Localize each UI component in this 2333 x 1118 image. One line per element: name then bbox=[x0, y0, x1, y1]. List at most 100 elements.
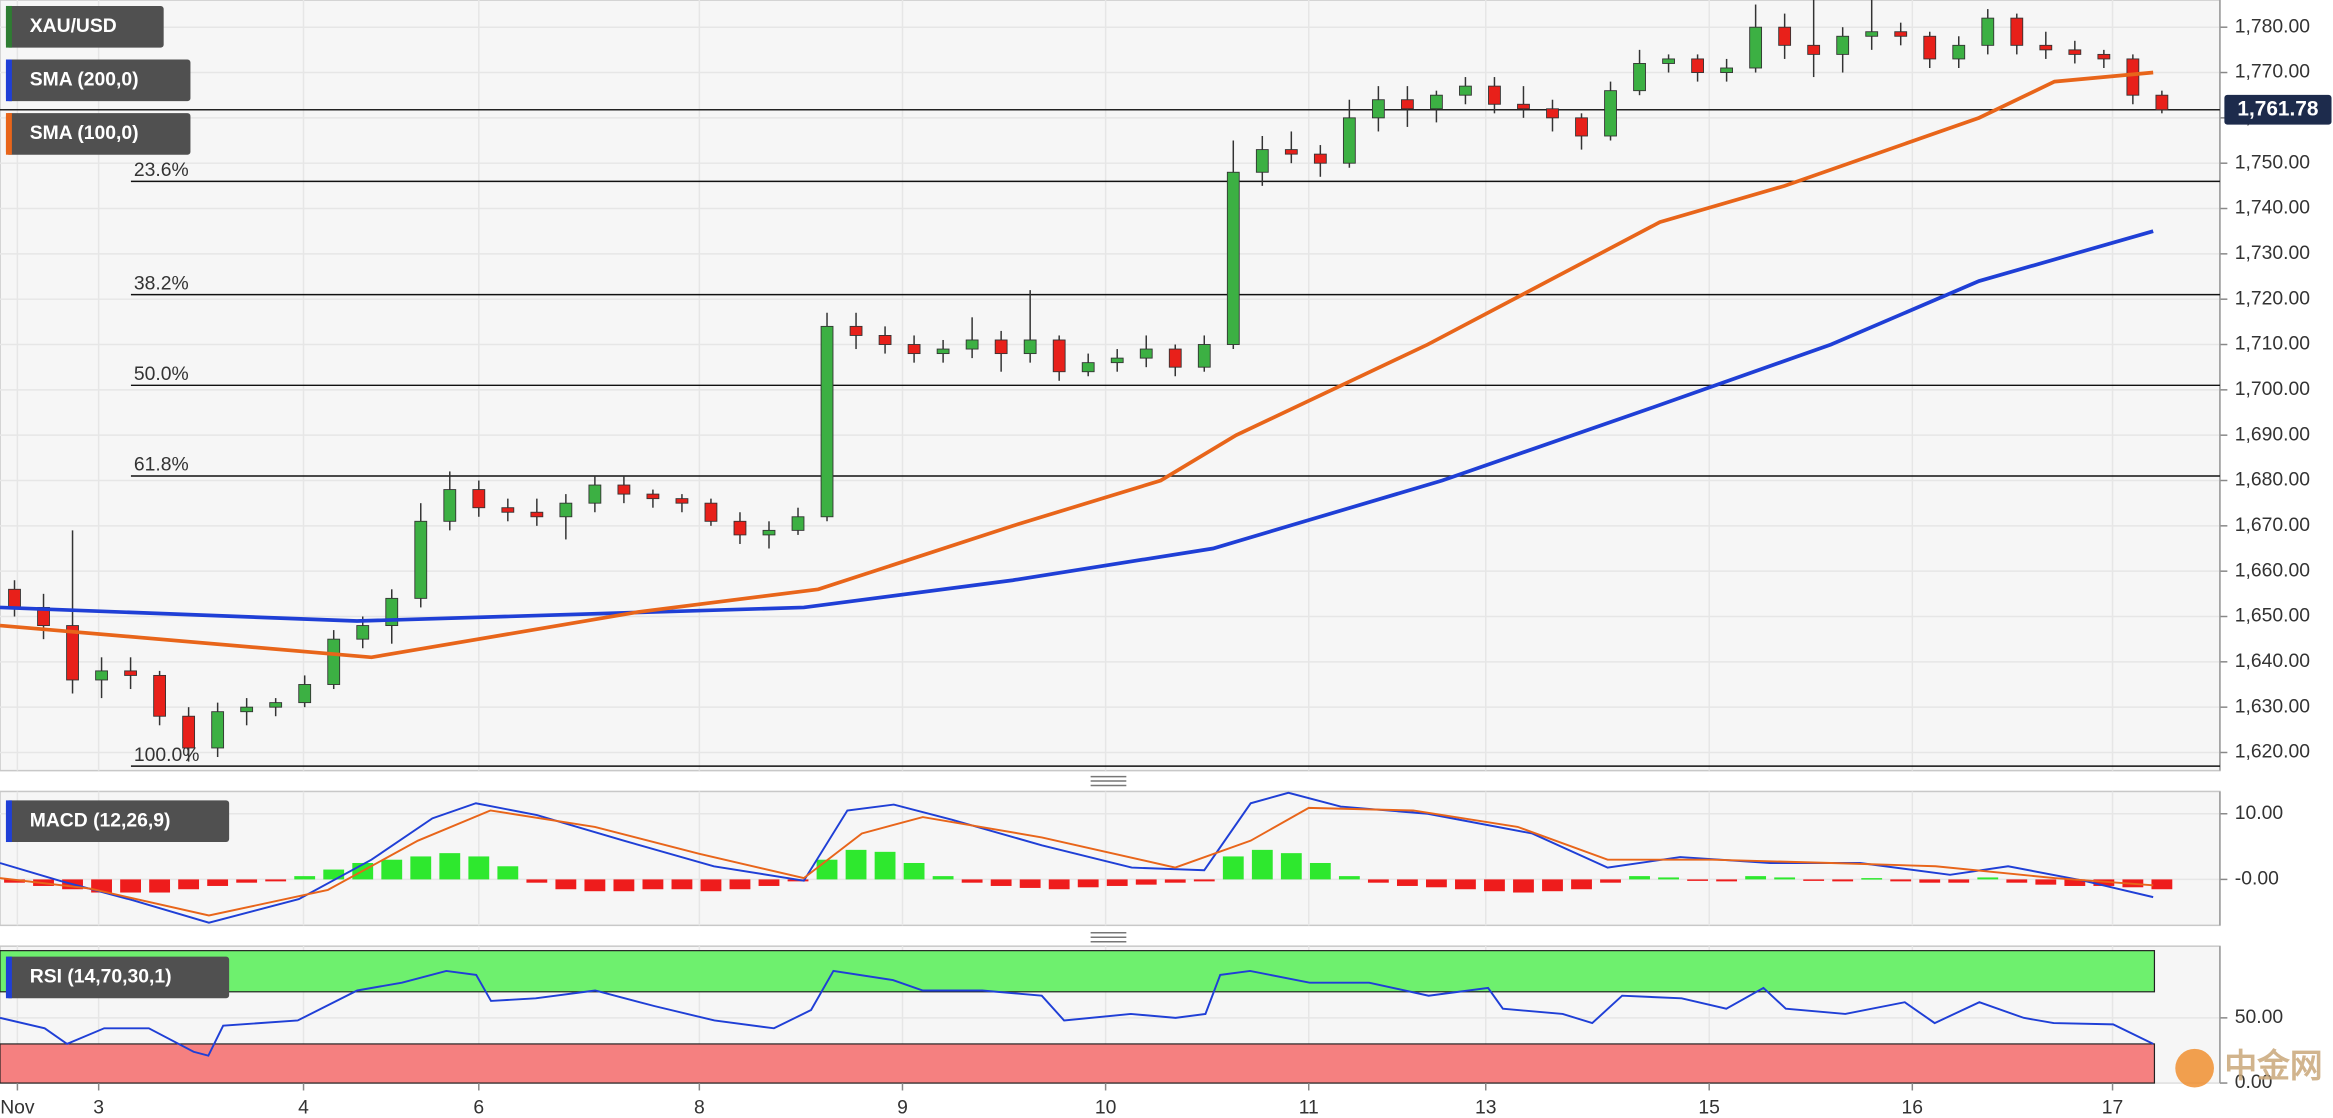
candle-body bbox=[1110, 357, 1124, 364]
macd-label: MACD (12,26,9) bbox=[5, 800, 230, 843]
candle-body bbox=[588, 484, 602, 504]
histogram-bar bbox=[323, 869, 345, 880]
candle-body bbox=[1749, 26, 1763, 69]
histogram-bar bbox=[903, 862, 925, 880]
histogram-bar bbox=[1716, 879, 1738, 882]
candle-body bbox=[1226, 171, 1240, 345]
histogram-bar bbox=[1077, 879, 1099, 888]
candle-body bbox=[1575, 117, 1588, 137]
candle-body bbox=[8, 588, 21, 608]
x-tick-label: 9 bbox=[897, 1096, 908, 1118]
candle-body bbox=[1371, 99, 1385, 119]
histogram-bar bbox=[526, 879, 548, 883]
histogram-bar bbox=[1251, 849, 1273, 880]
candle-body bbox=[124, 670, 137, 676]
histogram-bar bbox=[149, 879, 171, 893]
candle-body bbox=[182, 715, 196, 749]
histogram-bar bbox=[178, 879, 200, 890]
histogram-bar bbox=[845, 849, 867, 880]
x-tick-label: Nov bbox=[0, 1096, 35, 1118]
histogram-bar bbox=[613, 879, 635, 892]
histogram-bar bbox=[2151, 879, 2173, 890]
histogram-bar bbox=[2035, 879, 2057, 885]
sma-line bbox=[0, 229, 2154, 623]
histogram-bar bbox=[1948, 879, 1970, 883]
candle-body bbox=[1546, 108, 1559, 119]
histogram-bar bbox=[1280, 853, 1302, 880]
histogram-bar bbox=[1803, 879, 1825, 881]
candle-body bbox=[2010, 17, 2024, 46]
histogram-bar bbox=[1542, 879, 1563, 892]
title-box-strip bbox=[5, 5, 12, 48]
candle-body bbox=[1313, 153, 1327, 164]
y-tick-label: 1,670.00 bbox=[2235, 514, 2310, 536]
histogram-bar bbox=[2093, 879, 2115, 886]
candle-body bbox=[1981, 17, 1995, 46]
histogram-bar bbox=[294, 876, 316, 880]
histogram-bar bbox=[1513, 879, 1534, 893]
x-tick-label: 15 bbox=[1698, 1096, 1720, 1118]
y-tick-label: 1,740.00 bbox=[2235, 197, 2310, 219]
rsi-label-bg bbox=[5, 956, 230, 999]
histogram-bar bbox=[1919, 879, 1941, 883]
x-tick-label: 3 bbox=[93, 1096, 104, 1118]
candle-body bbox=[298, 684, 312, 704]
candle-body bbox=[965, 339, 979, 350]
y-tick-label: 1,640.00 bbox=[2235, 650, 2310, 672]
candle-body bbox=[1488, 85, 1501, 105]
candle-body bbox=[2155, 94, 2169, 111]
histogram-bar bbox=[1977, 877, 1999, 880]
histogram-bar bbox=[4, 879, 25, 883]
candle-body bbox=[820, 325, 834, 518]
candle-body bbox=[1894, 31, 1908, 37]
candle-body bbox=[1662, 58, 1675, 64]
candle-body bbox=[1836, 35, 1850, 55]
histogram-bar bbox=[758, 879, 780, 886]
histogram-bar bbox=[1629, 876, 1650, 880]
histogram-bar bbox=[1019, 879, 1041, 888]
histogram-bar bbox=[1222, 856, 1244, 880]
candle-body bbox=[878, 335, 892, 345]
histogram-bar bbox=[1164, 879, 1186, 883]
candle-body bbox=[1604, 90, 1617, 137]
candle-body bbox=[1517, 103, 1530, 110]
candle-body bbox=[1430, 94, 1443, 110]
candle-body bbox=[1865, 31, 1879, 37]
oversold-zone bbox=[0, 1043, 2156, 1084]
legend-entry-text: SMA (200,0) bbox=[30, 68, 139, 90]
y-tick-label: 1,690.00 bbox=[2235, 423, 2310, 445]
fib-label: 50.0% bbox=[134, 363, 189, 385]
histogram-bar bbox=[207, 879, 229, 886]
histogram-bar bbox=[1135, 879, 1157, 885]
x-tick-label: 6 bbox=[473, 1096, 484, 1118]
legend-entry: SMA (200,0) bbox=[5, 59, 191, 102]
candle-body bbox=[1923, 35, 1937, 60]
y-tick-label: 1,680.00 bbox=[2235, 469, 2310, 491]
histogram-bar bbox=[555, 879, 577, 890]
legend-entry-text: SMA (100,0) bbox=[30, 122, 139, 144]
panel-background bbox=[0, 790, 2221, 927]
histogram-bar bbox=[1861, 878, 1883, 880]
candle-body bbox=[2039, 44, 2053, 51]
title-box: XAU/USD bbox=[5, 5, 164, 48]
histogram-bar bbox=[1338, 876, 1360, 880]
histogram-bar bbox=[961, 879, 983, 883]
candle-body bbox=[1342, 117, 1356, 164]
histogram-bar bbox=[468, 856, 490, 880]
candle-body bbox=[704, 502, 718, 522]
candle-body bbox=[1633, 63, 1646, 92]
candle-body bbox=[646, 493, 660, 500]
y-tick-label: -0.00 bbox=[2235, 868, 2279, 890]
legend-entry-strip bbox=[5, 113, 12, 155]
fib-label: 38.2% bbox=[134, 272, 189, 294]
x-tick-label: 16 bbox=[1902, 1096, 1924, 1118]
histogram-bar bbox=[1890, 879, 1912, 882]
y-tick-label: 1,730.00 bbox=[2235, 242, 2310, 264]
candle-body bbox=[762, 529, 776, 536]
candle-body bbox=[1459, 85, 1472, 96]
y-tick-label: 1,750.00 bbox=[2235, 151, 2310, 173]
last-price-badge bbox=[2224, 94, 2332, 125]
candle-body bbox=[559, 502, 573, 518]
candle-body bbox=[2097, 53, 2111, 60]
